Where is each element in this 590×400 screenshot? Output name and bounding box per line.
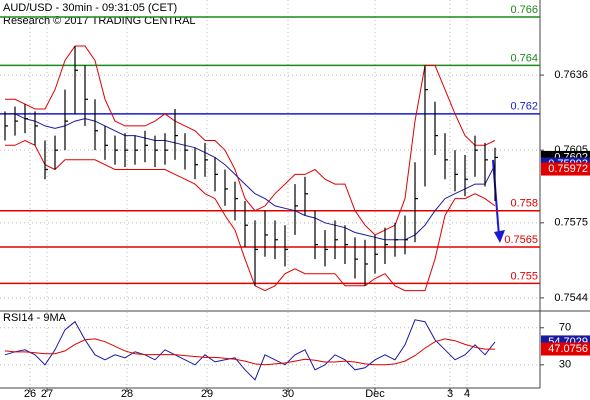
y-tick-label: 0.7575: [554, 217, 588, 229]
y-tick-label: 70: [559, 322, 571, 334]
level-label: 0.762: [510, 101, 538, 113]
overlay-line: [5, 45, 496, 236]
y-tick-label: 30: [559, 359, 571, 371]
indicator-line: [4, 338, 495, 366]
chart-title: AUD/USD - 30min - 09:31:05 (CET): [3, 2, 177, 14]
forecast-arrow: [492, 159, 500, 237]
x-tick-label: 3: [447, 388, 453, 400]
indicator-line: [4, 319, 496, 381]
indicator-marker: [541, 342, 590, 356]
indicator-title: RSI14 - 9MA: [3, 312, 67, 324]
level-label: 0.766: [510, 4, 538, 16]
level-label: 0.758: [510, 198, 538, 210]
x-tick-label: 28: [121, 388, 133, 400]
overlay-line: [5, 113, 496, 241]
y-tick-label: 0.7636: [554, 69, 588, 81]
y-tick-label: 0.7544: [554, 292, 588, 304]
level-label: 0.755: [510, 270, 538, 282]
price-marker-label: 0.75972: [548, 163, 588, 175]
x-tick-label: 4: [464, 388, 470, 400]
chart-subtitle: Research © 2017 TRADING CENTRAL: [3, 15, 196, 27]
x-tick-label: 27: [41, 388, 53, 400]
forecast-arrowhead: [494, 230, 505, 243]
x-tick-label: 30: [282, 388, 294, 400]
x-tick-label: 26: [24, 388, 36, 400]
level-label: 0.764: [510, 52, 538, 64]
overlay-line: [5, 139, 496, 292]
x-tick-label: Dec: [365, 388, 385, 400]
x-tick-label: 29: [201, 388, 213, 400]
indicator-marker-label: 47.0756: [548, 343, 588, 355]
price-marker: [541, 162, 590, 176]
plot: [0, 0, 540, 388]
level-label: 0.7565: [504, 234, 538, 246]
